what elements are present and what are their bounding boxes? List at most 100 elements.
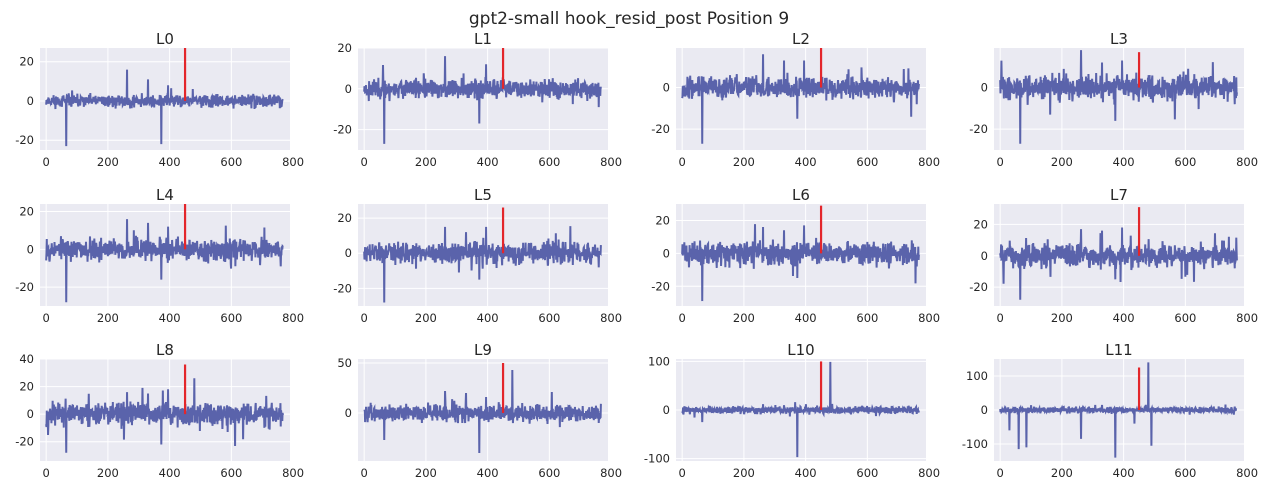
x-tick-label: 800	[1236, 466, 1258, 480]
y-tick-label: 20	[19, 380, 34, 394]
y-tick-label: 0	[663, 81, 670, 95]
y-tick-label: -20	[969, 122, 988, 136]
x-tick-label: 0	[997, 466, 1004, 480]
x-tick-label: 800	[600, 155, 622, 169]
y-tick-label: -20	[15, 435, 34, 449]
x-tick-label: 800	[282, 311, 304, 325]
panel-l7: 0 200 400 600 800 -20 0 20 L7	[969, 186, 1258, 325]
x-tick-label: 400	[159, 466, 181, 480]
x-tick-label: 200	[733, 311, 755, 325]
panel-title: L8	[156, 341, 174, 359]
panel-title: L2	[792, 30, 810, 48]
series-line	[45, 69, 284, 147]
x-tick-label: 600	[1174, 155, 1196, 169]
panel-l3: 0 200 400 600 800 -20 0 L3	[969, 30, 1258, 169]
panel-title: L4	[156, 186, 174, 204]
x-tick-label: 0	[997, 311, 1004, 325]
x-tick-label: 600	[220, 311, 242, 325]
series-line	[999, 362, 1238, 458]
panel-title: L1	[474, 30, 492, 48]
x-tick-label: 400	[1113, 466, 1135, 480]
y-tick-label: 20	[337, 41, 352, 55]
x-tick-label: 200	[733, 155, 755, 169]
panel-title: L10	[787, 341, 814, 359]
y-tick-label: 0	[345, 246, 352, 260]
y-tick-label: -20	[969, 280, 988, 294]
y-tick-label: 0	[663, 246, 670, 260]
plot-area	[676, 48, 926, 150]
x-tick-label: 200	[97, 466, 119, 480]
panel-l4: 0 200 400 600 800 -20 0 20 L4	[15, 186, 304, 325]
y-tick-label: 0	[345, 406, 352, 420]
series-line	[999, 50, 1238, 144]
x-tick-label: 400	[477, 155, 499, 169]
x-tick-label: 200	[97, 311, 119, 325]
x-tick-label: 600	[856, 466, 878, 480]
panel-l5: 0 200 400 600 800 -20 0 20 L5	[333, 186, 622, 325]
x-tick-label: 400	[159, 155, 181, 169]
y-tick-label: 0	[345, 82, 352, 96]
y-tick-label: 20	[973, 217, 988, 231]
x-tick-label: 800	[918, 155, 940, 169]
series-line	[363, 226, 602, 303]
x-tick-label: 200	[1051, 311, 1073, 325]
x-tick-label: 200	[97, 155, 119, 169]
x-tick-label: 600	[538, 466, 560, 480]
x-tick-label: 200	[415, 311, 437, 325]
panel-l2: 0 200 400 600 800 -20 0 L2	[651, 30, 940, 169]
x-tick-label: 400	[477, 466, 499, 480]
x-tick-label: 0	[43, 466, 50, 480]
series-line	[681, 361, 920, 458]
x-tick-label: 200	[1051, 466, 1073, 480]
x-tick-label: 400	[795, 311, 817, 325]
y-tick-label: 100	[648, 354, 670, 368]
y-tick-label: 0	[981, 249, 988, 263]
y-tick-label: -20	[333, 123, 352, 137]
panel-l6: 0 200 400 600 800 -20 0 20 L6	[651, 186, 940, 325]
panel-title: L11	[1105, 341, 1132, 359]
x-tick-label: 0	[679, 466, 686, 480]
series-line	[363, 369, 602, 454]
x-tick-label: 0	[361, 311, 368, 325]
x-tick-label: 600	[856, 311, 878, 325]
x-tick-label: 600	[220, 155, 242, 169]
panel-l8: 0 200 400 600 800 -20 0 20 40 L8	[15, 341, 304, 480]
series-line	[363, 56, 602, 144]
figure-title: gpt2-small hook_resid_post Position 9	[469, 9, 789, 29]
y-tick-label: -20	[651, 122, 670, 136]
x-tick-label: 800	[282, 155, 304, 169]
y-tick-label: -100	[644, 452, 670, 466]
x-tick-label: 0	[997, 155, 1004, 169]
x-tick-label: 0	[679, 311, 686, 325]
y-tick-label: 100	[966, 369, 988, 383]
series-line	[681, 224, 920, 302]
x-tick-label: 200	[415, 466, 437, 480]
panel-title: L3	[1110, 30, 1128, 48]
x-tick-label: 400	[159, 311, 181, 325]
x-tick-label: 800	[918, 311, 940, 325]
x-tick-label: 600	[1174, 311, 1196, 325]
panel-l9: 0 200 400 600 800 0 50 L9	[337, 341, 622, 480]
series-line	[45, 378, 284, 453]
x-tick-label: 0	[43, 311, 50, 325]
y-tick-label: -20	[15, 280, 34, 294]
x-tick-label: 200	[415, 155, 437, 169]
panel-title: L6	[792, 186, 810, 204]
x-tick-label: 400	[477, 311, 499, 325]
x-tick-label: 800	[600, 466, 622, 480]
panel-title: L7	[1110, 186, 1128, 204]
y-tick-label: 20	[655, 213, 670, 227]
x-tick-label: 800	[1236, 311, 1258, 325]
y-tick-label: 40	[19, 352, 34, 366]
x-tick-label: 400	[795, 466, 817, 480]
y-tick-label: -20	[651, 279, 670, 293]
panel-l0: 0 200 400 600 800 -20 0 20 L0	[15, 30, 304, 169]
x-tick-label: 400	[1113, 311, 1135, 325]
x-tick-label: 600	[220, 466, 242, 480]
y-tick-label: 20	[19, 205, 34, 219]
x-tick-label: 0	[679, 155, 686, 169]
y-tick-label: 20	[19, 55, 34, 69]
x-tick-label: 200	[1051, 155, 1073, 169]
